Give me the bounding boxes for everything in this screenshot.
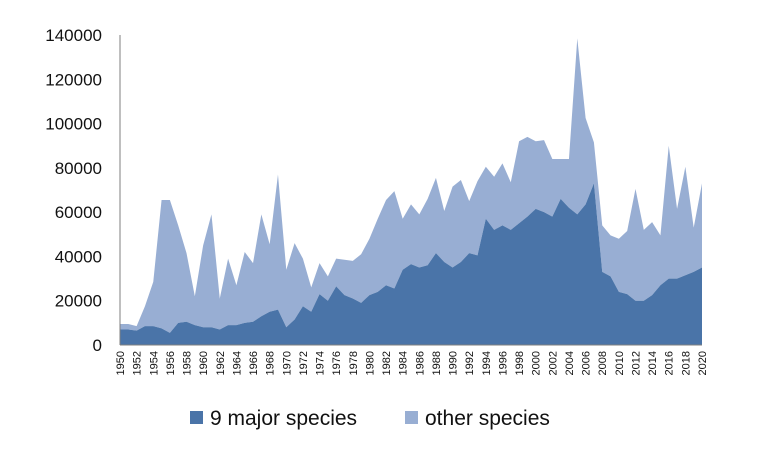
x-tick-label: 1974 xyxy=(315,351,327,375)
x-tick-label: 1984 xyxy=(398,351,410,375)
x-tick-label: 1972 xyxy=(298,351,310,375)
x-tick-label: 1968 xyxy=(265,351,277,375)
y-tick-label: 100000 xyxy=(45,115,102,134)
y-tick-label: 60000 xyxy=(55,203,102,222)
x-tick-label: 1994 xyxy=(481,351,493,375)
x-tick-label: 1980 xyxy=(364,351,376,375)
legend-swatch-other-species xyxy=(405,411,418,424)
y-tick-label: 120000 xyxy=(45,70,102,89)
axes xyxy=(119,35,702,346)
x-tick-label: 2020 xyxy=(697,351,709,375)
y-axis-ticks: 0 20000 40000 60000 80000 100000 120000 140000 xyxy=(45,26,102,355)
legend: 9 major species other species xyxy=(190,407,550,430)
x-tick-label: 2010 xyxy=(614,351,626,375)
legend-label-other-species: other species xyxy=(425,407,550,430)
legend-swatch-major-species xyxy=(190,411,203,424)
x-tick-label: 1992 xyxy=(464,351,476,375)
x-tick-label: 1952 xyxy=(132,351,144,375)
x-tick-label: 1982 xyxy=(381,351,393,375)
x-tick-label: 1960 xyxy=(198,351,210,375)
y-tick-label: 140000 xyxy=(45,26,102,45)
area-series-major-species xyxy=(120,183,702,345)
x-tick-label: 1966 xyxy=(248,351,260,375)
x-tick-label: 1950 xyxy=(115,351,127,375)
x-tick-label: 1998 xyxy=(514,351,526,375)
legend-label-major-species: 9 major species xyxy=(210,407,357,430)
x-tick-label: 1954 xyxy=(148,351,160,375)
x-tick-label: 1958 xyxy=(182,351,194,375)
x-tick-label: 1962 xyxy=(215,351,227,375)
area-series-other-species xyxy=(120,38,702,333)
x-tick-label: 2014 xyxy=(647,351,659,375)
y-tick-label: 0 xyxy=(93,336,102,355)
x-tick-label: 2008 xyxy=(597,351,609,375)
x-tick-label: 1964 xyxy=(231,351,243,375)
x-axis-ticks: 1950 1952 1954 1956 1958 1960 1962 1964 1966 1968… xyxy=(115,351,709,375)
x-tick-label: 2012 xyxy=(630,351,642,375)
y-tick-label: 40000 xyxy=(55,247,102,266)
x-tick-label: 1976 xyxy=(331,351,343,375)
x-tick-label: 1978 xyxy=(348,351,360,375)
x-tick-label: 2004 xyxy=(564,351,576,375)
x-tick-label: 2000 xyxy=(531,351,543,375)
x-tick-label: 1956 xyxy=(165,351,177,375)
x-tick-label: 2006 xyxy=(581,351,593,375)
x-tick-label: 1996 xyxy=(497,351,509,375)
x-tick-label: 1988 xyxy=(431,351,443,375)
plot-areas xyxy=(120,38,702,345)
x-tick-label: 2018 xyxy=(680,351,692,375)
x-tick-label: 1970 xyxy=(281,351,293,375)
y-tick-label: 80000 xyxy=(55,159,102,178)
x-tick-label: 1986 xyxy=(414,351,426,375)
x-tick-label: 2002 xyxy=(547,351,559,375)
x-tick-label: 1990 xyxy=(448,351,460,375)
y-tick-label: 20000 xyxy=(55,292,102,311)
x-tick-label: 2016 xyxy=(664,351,676,375)
